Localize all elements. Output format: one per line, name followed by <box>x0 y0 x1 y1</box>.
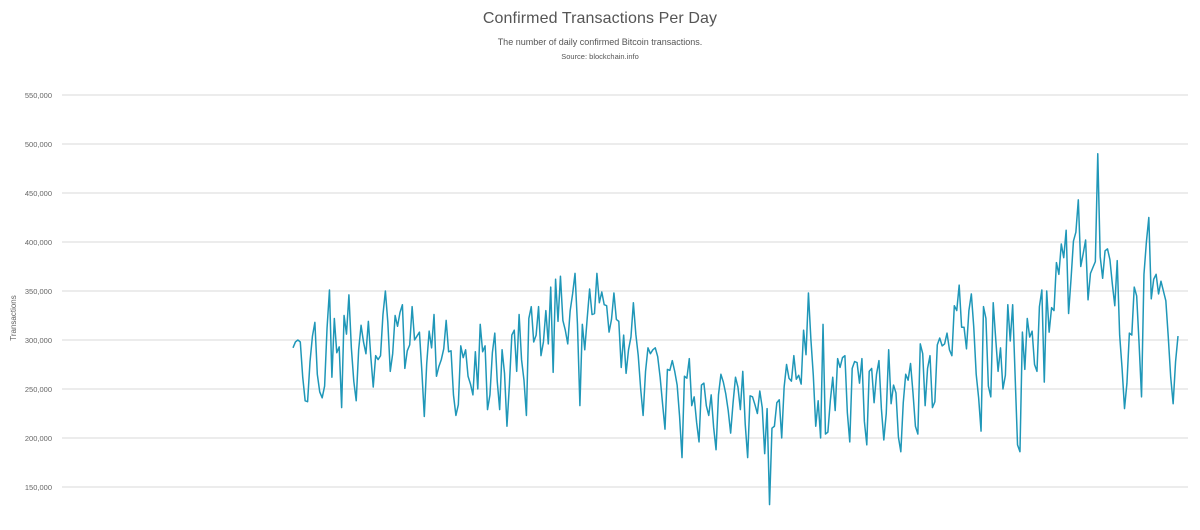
chart-subtitle: The number of daily confirmed Bitcoin tr… <box>497 37 703 47</box>
chart-source: Source: blockchain.info <box>561 52 639 61</box>
y-tick-label: 250,000 <box>25 385 52 394</box>
y-axis-label: Transactions <box>9 295 18 341</box>
y-tick-label: 300,000 <box>25 336 52 345</box>
chart-title: Confirmed Transactions Per Day <box>482 10 718 27</box>
series-layer <box>292 153 1179 506</box>
y-tick-label: 150,000 <box>25 483 52 492</box>
y-tick-label: 200,000 <box>25 434 52 443</box>
y-tick-label: 550,000 <box>25 91 52 100</box>
grid-lines <box>62 94 1188 488</box>
y-tick-label: 350,000 <box>25 287 52 296</box>
series-line <box>292 153 1179 506</box>
y-axis-ticks: 150,000 200,000 250,000 300,000 350,000 400,0… <box>25 91 52 492</box>
y-tick-label: 500,000 <box>25 140 52 149</box>
y-tick-label: 450,000 <box>25 189 52 198</box>
y-tick-label: 400,000 <box>25 238 52 247</box>
